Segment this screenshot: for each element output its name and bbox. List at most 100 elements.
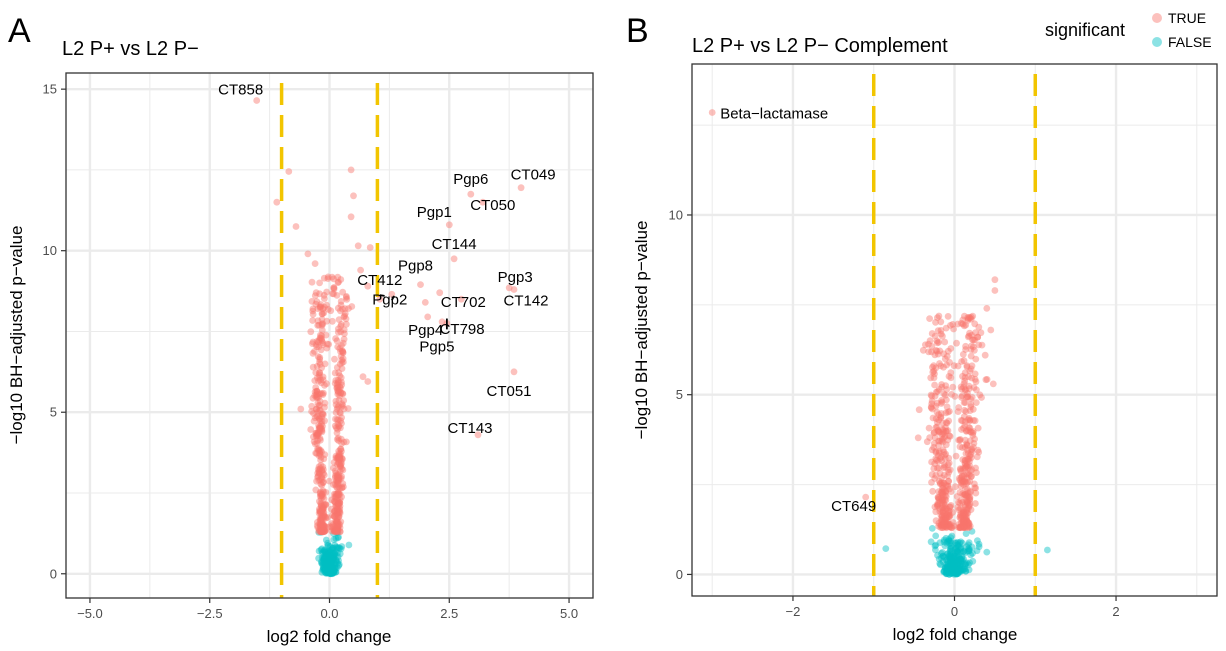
- sig-point: [968, 448, 976, 456]
- sig-point: [972, 399, 980, 406]
- sig-point: [966, 458, 973, 465]
- sig-point: [956, 514, 964, 521]
- nonsig-point: [321, 547, 328, 555]
- nonsig-point: [957, 538, 965, 546]
- sig-point: [939, 517, 947, 524]
- nonsig-point: [948, 532, 956, 540]
- sig-point: [958, 473, 966, 480]
- sig-point: [337, 348, 344, 355]
- sig-point: [960, 510, 968, 518]
- sig-point: [966, 477, 974, 485]
- labeled-point: [474, 431, 482, 439]
- sig-point: [964, 509, 972, 517]
- sig-point: [329, 521, 337, 529]
- nonsig-point: [326, 569, 334, 577]
- nonsig-point: [954, 543, 962, 550]
- sig-point: [313, 405, 320, 413]
- nonsig-point: [952, 564, 960, 571]
- sig-point: [963, 442, 971, 449]
- nonsig-point: [325, 559, 333, 567]
- nonsig-point: [948, 566, 956, 573]
- sig-point: [940, 448, 948, 456]
- nonsig-point: [326, 564, 334, 571]
- nonsig-point: [965, 545, 972, 552]
- sig-point: [936, 480, 944, 488]
- sig-point: [965, 501, 973, 509]
- sig-point: [310, 433, 317, 441]
- sig-point: [318, 448, 325, 456]
- sig-point: [331, 369, 339, 377]
- nonsig-point: [962, 560, 969, 568]
- sig-point: [959, 417, 966, 425]
- sig-point: [941, 496, 949, 504]
- sig-point: [936, 437, 943, 445]
- nonsig-point: [956, 555, 964, 563]
- sig-point: [318, 321, 326, 329]
- nonsig-point: [969, 557, 977, 565]
- sig-point: [334, 526, 341, 534]
- sig-point: [334, 390, 342, 398]
- sig-point: [323, 344, 331, 352]
- sig-point: [928, 343, 936, 350]
- sig-point: [971, 435, 978, 443]
- sig-point: [969, 429, 977, 437]
- sig-point: [315, 393, 323, 401]
- nonsig-point: [931, 542, 939, 550]
- sig-point: [927, 403, 935, 411]
- sig-point: [938, 520, 946, 528]
- sig-point: [314, 408, 322, 416]
- sig-point: [314, 394, 321, 401]
- nonsig-point: [947, 544, 954, 552]
- sig-point: [339, 466, 347, 474]
- sig-point: [938, 437, 945, 445]
- sig-point: [957, 523, 965, 531]
- sig-point: [957, 511, 964, 519]
- sig-point: [335, 454, 342, 461]
- sig-point: [334, 475, 342, 483]
- sig-point: [334, 478, 342, 486]
- nonsig-point: [949, 558, 956, 566]
- sig-point: [314, 466, 322, 473]
- sig-point: [317, 521, 325, 529]
- sig-point: [963, 498, 971, 506]
- sig-point: [961, 478, 969, 485]
- sig-point: [332, 518, 340, 525]
- sig-point: [336, 450, 344, 458]
- sig-point: [959, 517, 967, 525]
- sig-point: [973, 453, 981, 461]
- sig-point: [936, 499, 944, 506]
- sig-point: [940, 523, 948, 530]
- nonsig-point: [329, 565, 336, 573]
- nonsig-point: [957, 556, 964, 564]
- sig-point: [936, 479, 944, 487]
- nonsig-point: [954, 547, 961, 555]
- nonsig-point: [956, 567, 964, 575]
- sig-point: [960, 518, 968, 525]
- sig-point: [942, 520, 950, 528]
- sig-point: [926, 315, 933, 322]
- nonsig-point: [951, 566, 959, 574]
- sig-point: [321, 522, 329, 530]
- nonsig-point: [327, 564, 335, 571]
- nonsig-point: [323, 561, 331, 569]
- nonsig-point: [955, 566, 962, 574]
- nonsig-point: [945, 564, 953, 572]
- sig-point: [971, 320, 979, 328]
- nonsig-point: [944, 565, 952, 573]
- sig-point: [983, 305, 991, 312]
- sig-point: [965, 493, 973, 501]
- sig-point: [318, 316, 326, 323]
- sig-point: [963, 474, 971, 482]
- sig-point: [964, 519, 972, 527]
- sig-point: [937, 489, 945, 497]
- sig-point: [939, 419, 947, 427]
- sig-point: [328, 496, 336, 504]
- sig-point: [925, 424, 933, 432]
- nonsig-point: [322, 566, 329, 574]
- nonsig-point: [324, 563, 332, 571]
- sig-point: [312, 341, 320, 349]
- sig-point: [317, 488, 324, 496]
- sig-point: [957, 417, 965, 424]
- sig-point: [330, 523, 338, 530]
- sig-point: [332, 335, 339, 342]
